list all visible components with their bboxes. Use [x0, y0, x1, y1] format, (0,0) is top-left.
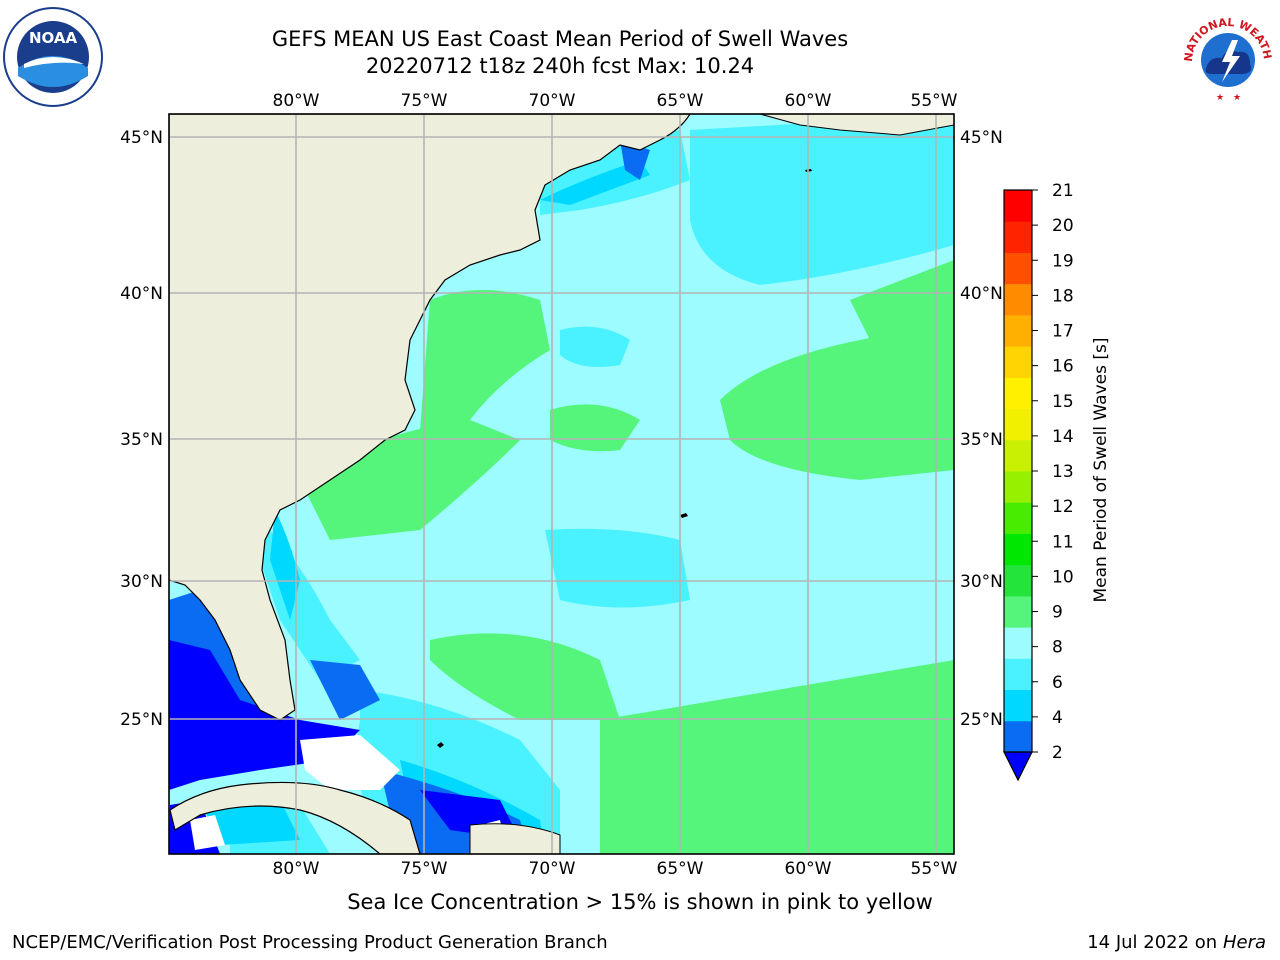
lat-label-left-40n: 40°N — [120, 284, 163, 304]
svg-text:★: ★ — [1233, 93, 1241, 103]
colorbar: 2 4 6 8 9 10 11 12 13 14 15 16 17 18 19 20 21 — [1003, 181, 1074, 782]
lat-label-left-30n: 30°N — [120, 572, 163, 592]
map-gridlines — [169, 114, 954, 854]
lon-label-bottom-55w: 55°W — [911, 859, 958, 879]
colorbar-tick-label: 16 — [1052, 357, 1074, 377]
lat-label-right-45n: 45°N — [960, 128, 1003, 148]
footer-date: 14 Jul 2022 on Hera — [1087, 932, 1266, 953]
map-subtitle: 20220712 t18z 240h fcst Max: 10.24 — [365, 54, 755, 78]
lat-label-right-40n: 40°N — [960, 284, 1003, 304]
colorbar-swatch — [1004, 627, 1032, 659]
map-field — [169, 114, 954, 854]
colorbar-tick-label: 6 — [1052, 673, 1063, 693]
colorbar-swatch — [1004, 502, 1032, 534]
nws-logo: NATIONAL WEATHER SERVICE ★ ★ — [1174, 0, 1278, 110]
colorbar-tick-label: 19 — [1052, 251, 1074, 271]
svg-text:★: ★ — [1216, 93, 1224, 103]
lat-label-left-45n: 45°N — [120, 128, 163, 148]
colorbar-label: Mean Period of Swell Waves [s] — [1091, 338, 1111, 603]
lat-label-right-30n: 30°N — [960, 572, 1003, 592]
noaa-logo: NOAA — [2, 6, 104, 112]
svg-text:NOAA: NOAA — [29, 29, 78, 47]
lon-label-top-65w: 65°W — [657, 91, 704, 111]
sea-ice-note: Sea Ice Concentration > 15% is shown in … — [347, 890, 933, 914]
colorbar-swatch — [1004, 408, 1032, 441]
lon-label-top-70w: 70°W — [529, 91, 576, 111]
colorbar-swatch — [1004, 283, 1032, 316]
map-frame — [168, 113, 955, 855]
colorbar-swatch — [1004, 377, 1032, 410]
colorbar-under-arrow — [1003, 751, 1033, 782]
colorbar-tick-label: 15 — [1052, 392, 1074, 412]
lon-label-top-75w: 75°W — [401, 91, 448, 111]
colorbar-tick-label: 4 — [1052, 708, 1063, 728]
colorbar-swatch — [1004, 314, 1032, 347]
colorbar-swatch — [1004, 471, 1032, 503]
colorbar-swatch — [1004, 533, 1032, 566]
colorbar-swatch — [1004, 564, 1032, 597]
colorbar-swatch — [1004, 658, 1032, 691]
colorbar-tick-label: 2 — [1052, 743, 1063, 763]
footer-host: Hera — [1222, 932, 1266, 953]
colorbar-swatch — [1004, 439, 1032, 472]
lat-label-right-35n: 35°N — [960, 430, 1003, 450]
colorbar-tick-label: 9 — [1052, 603, 1063, 623]
lon-label-top-80w: 80°W — [273, 91, 320, 111]
colorbar-swatch — [1004, 252, 1032, 285]
colorbar-swatch — [1004, 346, 1032, 378]
lon-label-bottom-60w: 60°W — [785, 859, 832, 879]
colorbar-swatch — [1004, 689, 1032, 722]
lon-label-bottom-70w: 70°W — [529, 859, 576, 879]
lon-label-top-60w: 60°W — [785, 91, 832, 111]
colorbar-tick-label: 11 — [1052, 532, 1074, 552]
colorbar-tick-label: 21 — [1052, 181, 1074, 201]
colorbar-tick-label: 10 — [1052, 567, 1074, 587]
colorbar-tick-label: 8 — [1052, 638, 1063, 658]
lat-label-left-35n: 35°N — [120, 430, 163, 450]
colorbar-tick-label: 12 — [1052, 497, 1074, 517]
colorbar-tick-label: 14 — [1052, 427, 1074, 447]
lon-label-bottom-65w: 65°W — [657, 859, 704, 879]
lon-label-bottom-80w: 80°W — [273, 859, 320, 879]
colorbar-tick-label: 20 — [1052, 216, 1074, 236]
lat-label-right-25n: 25°N — [960, 710, 1003, 730]
lon-label-top-55w: 55°W — [911, 91, 958, 111]
colorbar-tick-label: 18 — [1052, 286, 1074, 306]
colorbar-tick-label: 17 — [1052, 322, 1074, 342]
footer-credit: NCEP/EMC/Verification Post Processing Pr… — [12, 932, 608, 953]
colorbar-swatch — [1004, 190, 1032, 222]
footer-date-text: 14 Jul 2022 on — [1087, 932, 1218, 953]
colorbar-swatch — [1004, 720, 1032, 753]
map-title: GEFS MEAN US East Coast Mean Period of S… — [271, 27, 849, 51]
colorbar-tick-label: 13 — [1052, 462, 1074, 482]
lat-label-left-25n: 25°N — [120, 710, 163, 730]
lon-label-bottom-75w: 75°W — [401, 859, 448, 879]
colorbar-swatch — [1004, 595, 1032, 628]
colorbar-swatch — [1004, 221, 1032, 253]
